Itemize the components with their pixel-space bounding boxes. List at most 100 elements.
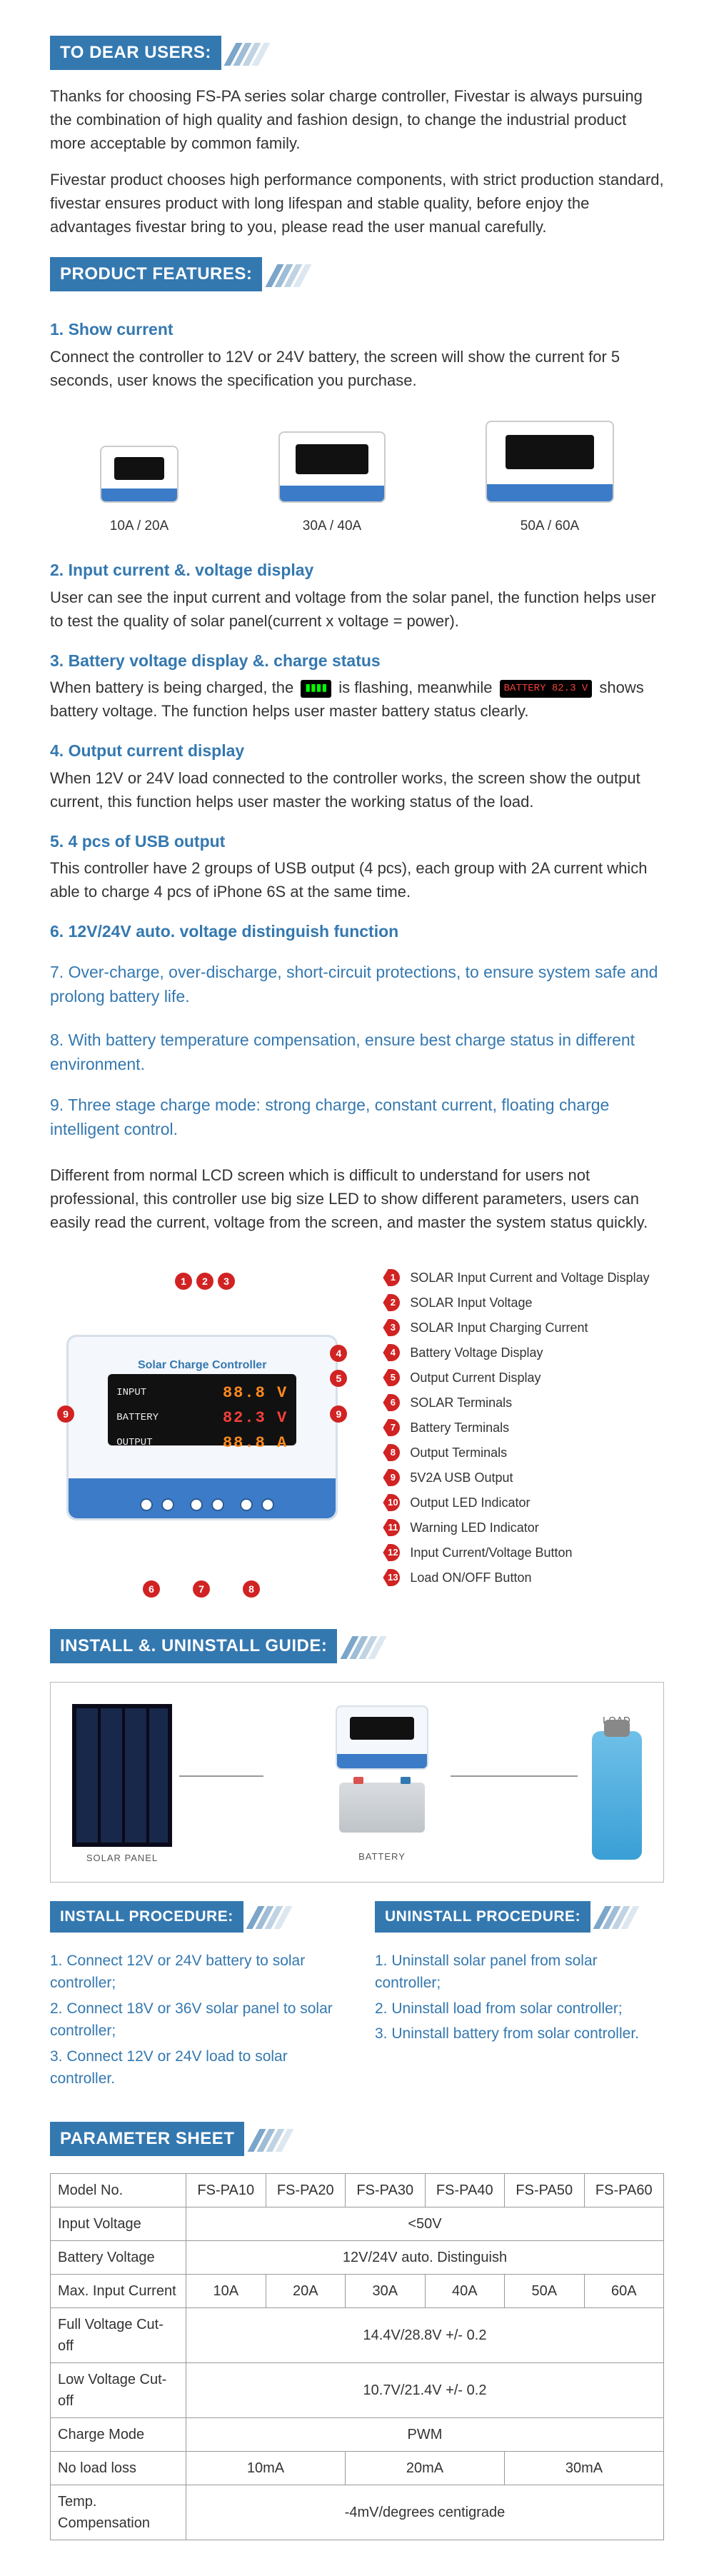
legend-text: SOLAR Input Voltage: [410, 1293, 532, 1313]
feature-5-body: This controller have 2 groups of USB out…: [50, 856, 664, 903]
legend-num: 6: [383, 1394, 400, 1411]
legend-num: 8: [383, 1444, 400, 1461]
features-closing: Different from normal LCD screen which i…: [50, 1163, 664, 1234]
diagram-title: Solar Charge Controller: [69, 1357, 336, 1374]
feature-1-title: 1. Show current: [50, 317, 664, 342]
param-header: FS-PA60: [584, 2173, 664, 2207]
callout-1: 1: [175, 1273, 192, 1290]
intro-p2: Fivestar product chooses high performanc…: [50, 168, 664, 239]
feature-3-body: When battery is being charged, the ▮▮▮▮ …: [50, 676, 664, 723]
scr-input-label: INPUT: [116, 1385, 146, 1400]
f3-a: When battery is being charged, the: [50, 678, 293, 696]
label-battery: BATTERY: [358, 1850, 406, 1864]
header-param-sheet: PARAMETER SHEET: [50, 2122, 244, 2156]
legend-num: 11: [383, 1519, 400, 1536]
legend-num: 4: [383, 1344, 400, 1361]
controller-icon: [336, 1705, 428, 1770]
legend-item: 1 SOLAR Input Current and Voltage Display: [383, 1268, 664, 1288]
controller-diagram: Solar Charge Controller INPUT 88.8 V BATT…: [66, 1335, 338, 1520]
callout-2: 2: [196, 1273, 213, 1290]
legend-text: Output Terminals: [410, 1443, 507, 1463]
param-cell: 60A: [584, 2274, 664, 2307]
scr-battery-label: BATTERY: [116, 1410, 159, 1425]
product-col: 10A / 20A: [100, 446, 178, 537]
product-lineup: 10A / 20A 30A / 40A 50A / 60A: [50, 421, 664, 537]
param-cell: 30A: [346, 2274, 426, 2307]
callout-9b: 9: [330, 1405, 347, 1423]
legend-list: 1 SOLAR Input Current and Voltage Display…: [383, 1268, 664, 1588]
param-cell: 10mA: [186, 2451, 346, 2485]
feature-5-title: 5. 4 pcs of USB output: [50, 829, 664, 854]
param-label: Temp. Compensation: [51, 2485, 186, 2540]
label-solar-panel: SOLAR PANEL: [72, 1851, 172, 1865]
stripes-icon: [271, 263, 308, 287]
legend-num: 1: [383, 1269, 400, 1286]
scr-input-val: 88.8 V: [223, 1381, 288, 1405]
controller-battery-block: BATTERY: [336, 1705, 428, 1864]
product-b-caption: 30A / 40A: [278, 516, 386, 537]
param-label: Low Voltage Cut-off: [51, 2362, 186, 2417]
legend-text: Load ON/OFF Button: [410, 1568, 531, 1588]
legend-text: Output LED Indicator: [410, 1493, 530, 1513]
param-cell: 20mA: [346, 2451, 505, 2485]
legend-text: Warning LED Indicator: [410, 1518, 538, 1538]
install-diagram: SOLAR PANEL BATTERY LOAD: [50, 1682, 664, 1883]
callout-5: 5: [330, 1370, 347, 1387]
param-header: FS-PA30: [346, 2173, 426, 2207]
legend-item: 3SOLAR Input Charging Current: [383, 1318, 664, 1338]
load-block: LOAD: [592, 1709, 642, 1860]
callout-7: 7: [193, 1580, 210, 1598]
legend-item: 12Input Current/Voltage Button: [383, 1543, 664, 1563]
legend-num: 12: [383, 1544, 400, 1561]
step-item: 2. Connect 18V or 36V solar panel to sol…: [50, 1998, 339, 2043]
legend-num: 7: [383, 1419, 400, 1436]
param-cell: 14.4V/28.8V +/- 0.2: [186, 2307, 664, 2362]
legend-num: 10: [383, 1494, 400, 1511]
stripes-icon: [253, 2128, 291, 2152]
device-image-medium: [278, 431, 386, 503]
step-item: 1. Connect 12V or 24V battery to solar c…: [50, 1950, 339, 1995]
intro-p1: Thanks for choosing FS-PA series solar c…: [50, 84, 664, 155]
legend-text: Battery Voltage Display: [410, 1343, 543, 1363]
battery-voltage-icon: BATTERY 82.3 V: [500, 680, 593, 698]
stripes-icon: [252, 1905, 289, 1929]
callout-3: 3: [218, 1273, 235, 1290]
callout-4: 4: [330, 1345, 347, 1362]
header-features: PRODUCT FEATURES:: [50, 257, 262, 291]
header-dear-users: TO DEAR USERS:: [50, 36, 221, 70]
legend-item: 13Load ON/OFF Button: [383, 1568, 664, 1588]
param-label: Model No.: [51, 2173, 186, 2207]
param-header: FS-PA40: [425, 2173, 505, 2207]
legend-text: SOLAR Terminals: [410, 1393, 512, 1413]
legend-text: SOLAR Input Current and Voltage Display: [410, 1268, 649, 1288]
header-install-proc: INSTALL PROCEDURE:: [50, 1901, 243, 1933]
product-c-caption: 50A / 60A: [486, 516, 614, 537]
legend-num: 9: [383, 1469, 400, 1486]
scr-output-val: 88.8 A: [223, 1431, 288, 1455]
feature-2-body: User can see the input current and volta…: [50, 586, 664, 633]
feature-3-title: 3. Battery voltage display &. charge sta…: [50, 648, 664, 673]
feature-4-body: When 12V or 24V load connected to the co…: [50, 766, 664, 813]
param-cell: PWM: [186, 2417, 664, 2451]
legend-item: 11 Warning LED Indicator: [383, 1518, 664, 1538]
param-label: Full Voltage Cut-off: [51, 2307, 186, 2362]
legend-item: 4 Battery Voltage Display: [383, 1343, 664, 1363]
device-image-large: [486, 421, 614, 503]
pump-icon: [592, 1731, 642, 1860]
param-header: FS-PA20: [266, 2173, 346, 2207]
param-cell: 10.7V/21.4V +/- 0.2: [186, 2362, 664, 2417]
param-label: Input Voltage: [51, 2207, 186, 2240]
section-header-wrap: PRODUCT FEATURES:: [50, 257, 664, 301]
callout-8: 8: [243, 1580, 260, 1598]
legend-item: 9 5V2A USB Output: [383, 1468, 664, 1488]
step-item: 3. Connect 12V or 24V load to solar cont…: [50, 2045, 339, 2090]
section-header-wrap: PARAMETER SHEET: [50, 2122, 664, 2166]
legend-item: 2SOLAR Input Voltage: [383, 1293, 664, 1313]
stripes-icon: [230, 41, 267, 66]
legend-text: 5V2A USB Output: [410, 1468, 513, 1488]
device-image-small: [100, 446, 178, 503]
product-col: 50A / 60A: [486, 421, 614, 537]
param-label: Charge Mode: [51, 2417, 186, 2451]
legend-item: 5Output Current Display: [383, 1368, 664, 1388]
param-label: Battery Voltage: [51, 2240, 186, 2274]
